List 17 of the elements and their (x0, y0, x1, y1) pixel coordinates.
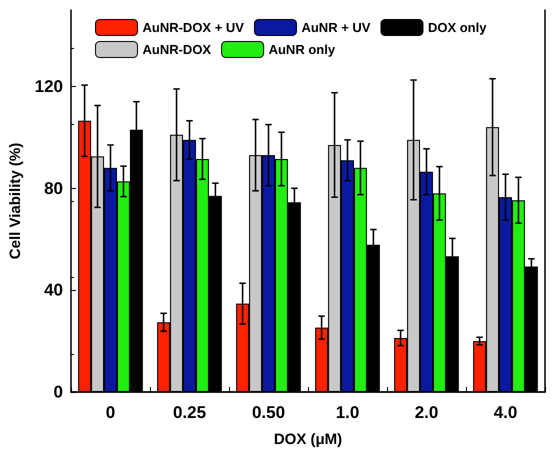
x-tick-label: 0 (106, 403, 116, 422)
x-tick-label: 4.0 (494, 403, 518, 422)
x-tick-label: 0.50 (252, 403, 286, 422)
x-tick-label: 0.25 (172, 403, 206, 422)
y-tick-label: 120 (34, 76, 63, 96)
legend-label: AuNR only (268, 42, 336, 57)
legend-label: AuNR-DOX (142, 42, 212, 57)
x-tick-label: 2.0 (414, 403, 438, 422)
x-axis-title: DOX (μM) (274, 431, 342, 448)
y-tick-label: 80 (44, 178, 63, 198)
legend-label: AuNR + UV (301, 20, 371, 35)
legend-label: AuNR-DOX + UV (142, 20, 244, 35)
y-tick-label: 40 (44, 280, 63, 300)
y-axis-title: Cell Viability (%) (7, 142, 24, 260)
legend-label: DOX only (428, 20, 488, 35)
y-tick-label: 0 (54, 382, 63, 402)
x-tick-label: 1.0 (336, 403, 360, 422)
